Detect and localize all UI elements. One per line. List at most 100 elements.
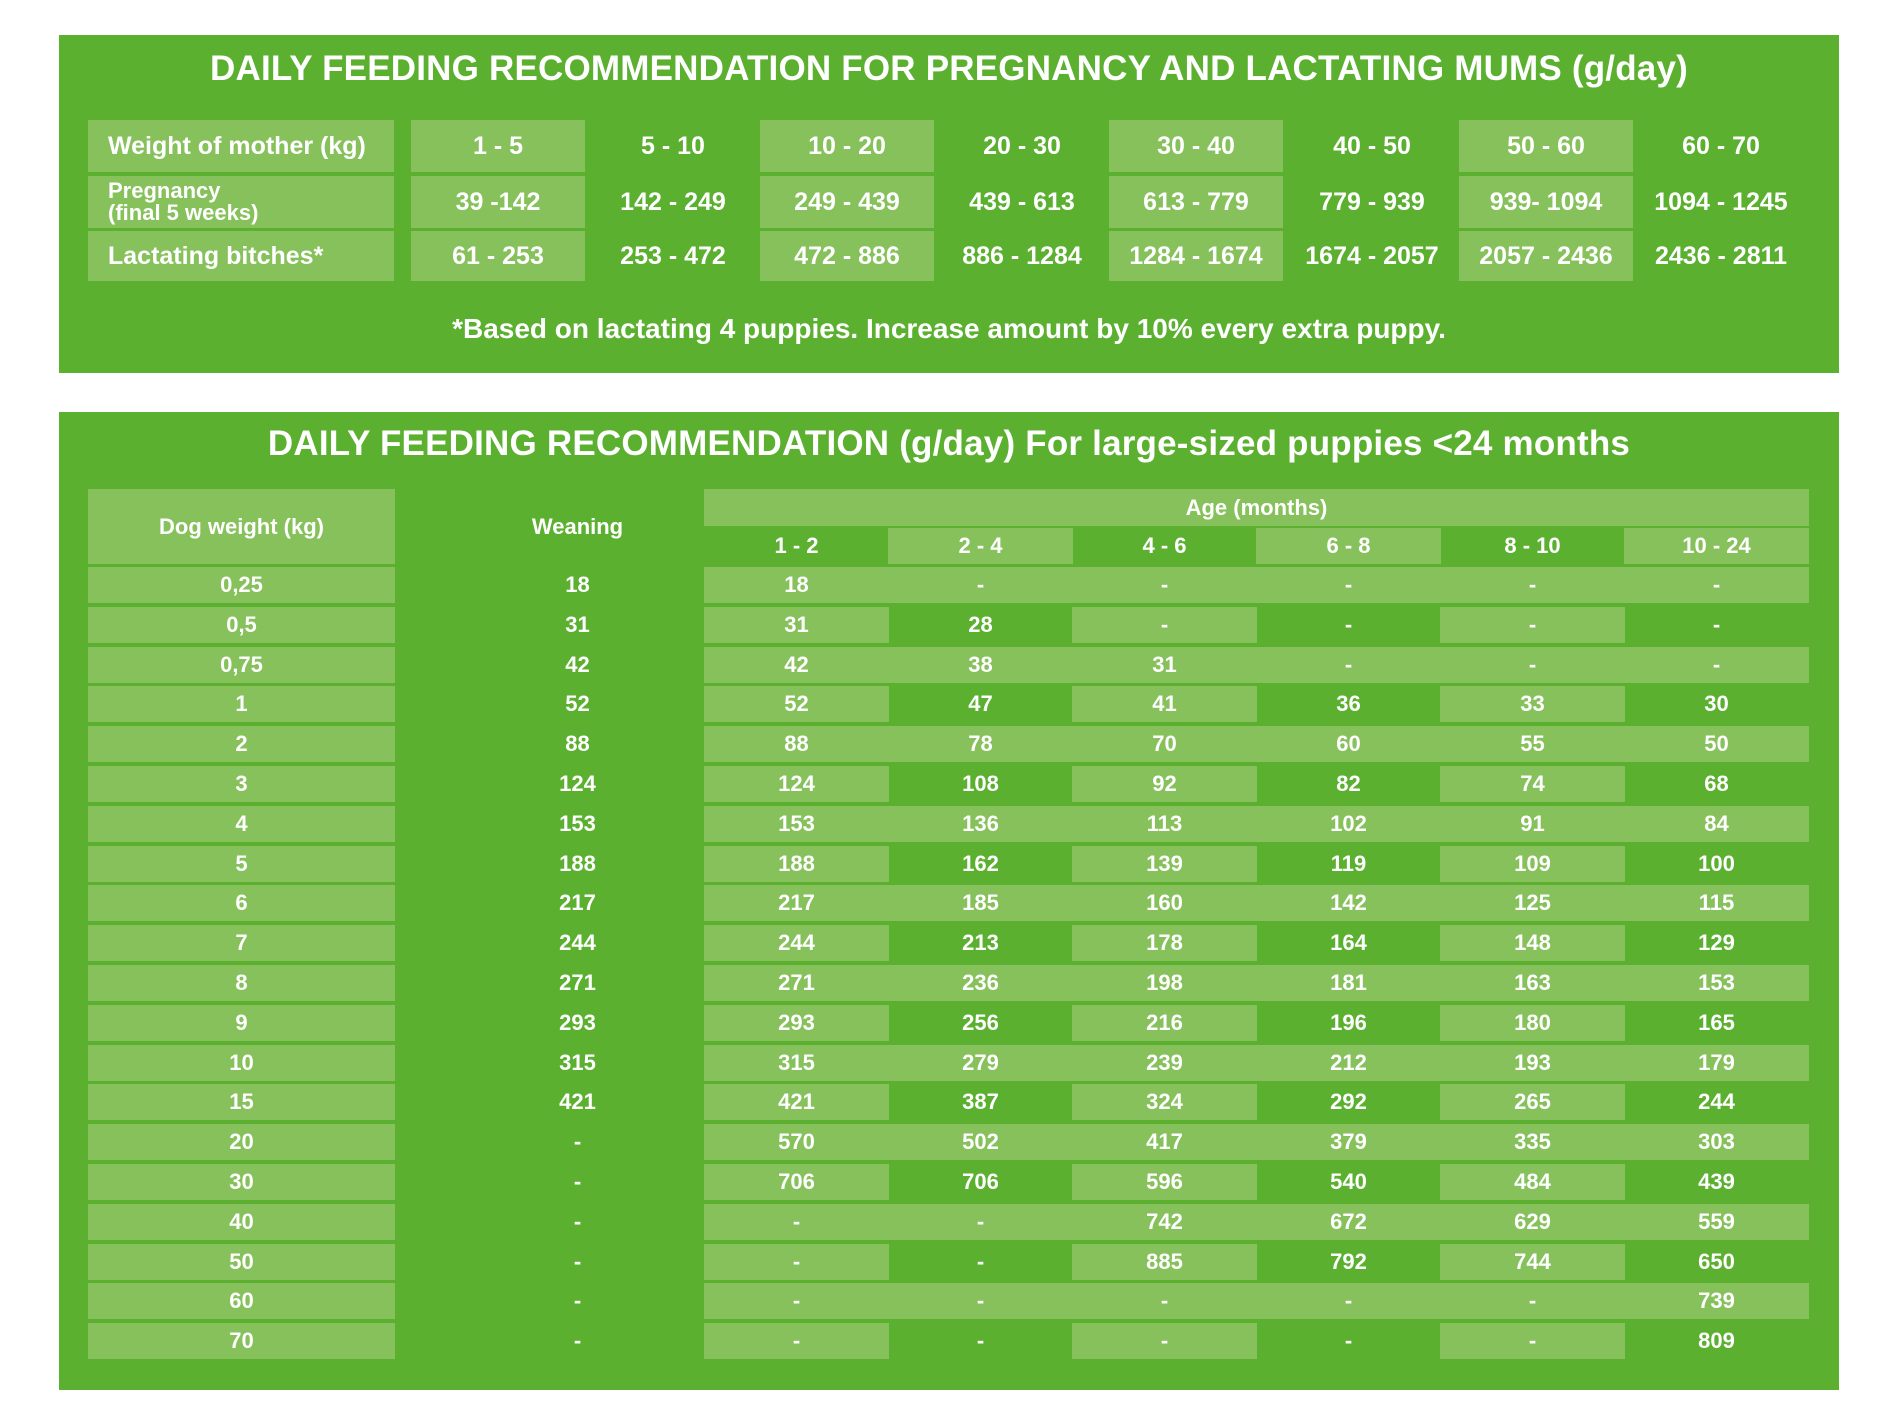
- header-age-range: 6 - 8: [1256, 528, 1441, 564]
- lactating-amount-cell: 253 - 472: [620, 241, 726, 270]
- age-amount-cell: 30: [1704, 691, 1729, 716]
- age-amount-cell: -: [1440, 607, 1625, 643]
- pregnancy-amount-cell: 779 - 939: [1319, 187, 1425, 216]
- weight-range-cell: 1 - 5: [411, 120, 585, 172]
- age-amount-cell: -: [1344, 1328, 1353, 1353]
- lactating-amount-cell: 61 - 253: [411, 231, 585, 281]
- dog-weight-cell: 0,5: [88, 607, 395, 643]
- age-amount-cell: 244: [704, 925, 889, 961]
- puppies-feeding-panel: DAILY FEEDING RECOMMENDATION (g/day) For…: [59, 412, 1839, 1390]
- age-amount-cell: 102: [1256, 806, 1441, 842]
- dog-weight-cell: 20: [88, 1124, 395, 1160]
- age-amount-cell: -: [704, 1283, 889, 1319]
- age-amount-cell: -: [1072, 607, 1257, 643]
- age-amount-cell: 91: [1440, 806, 1625, 842]
- weaning-cell: 31: [565, 612, 590, 637]
- header-age-range: 10 - 24: [1624, 528, 1809, 564]
- puppies-table-title: DAILY FEEDING RECOMMENDATION (g/day) For…: [267, 424, 1631, 463]
- age-amount-cell: 629: [1440, 1204, 1625, 1240]
- weaning-cell: 42: [565, 652, 590, 677]
- age-amount-cell: -: [888, 1283, 1073, 1319]
- age-amount-cell: -: [704, 1204, 889, 1240]
- age-amount-cell: -: [1344, 612, 1353, 637]
- age-amount-cell: 88: [704, 726, 889, 762]
- dog-weight-cell: 0,75: [88, 647, 395, 683]
- age-amount-cell: -: [1072, 1283, 1257, 1319]
- age-amount-cell: 38: [888, 647, 1073, 683]
- age-amount-cell: 188: [704, 846, 889, 882]
- age-amount-cell: 417: [1072, 1124, 1257, 1160]
- age-amount-cell: 387: [962, 1089, 999, 1114]
- pregnancy-amount-cell: 613 - 779: [1109, 176, 1283, 228]
- weaning-cell: 18: [565, 572, 590, 597]
- dog-weight-cell: 40: [88, 1204, 395, 1240]
- age-amount-cell: -: [888, 567, 1073, 603]
- age-amount-cell: 92: [1072, 766, 1257, 802]
- age-amount-cell: 315: [704, 1045, 889, 1081]
- pregnancy-amount-cell: 1094 - 1245: [1654, 187, 1788, 216]
- age-amount-cell: 540: [1330, 1169, 1367, 1194]
- weight-range-cell: 40 - 50: [1333, 131, 1411, 160]
- header-age-range: 4 - 6: [1142, 533, 1187, 558]
- age-amount-cell: 160: [1072, 885, 1257, 921]
- age-amount-cell: -: [1256, 567, 1441, 603]
- age-amount-cell: 792: [1330, 1249, 1367, 1274]
- weaning-cell: -: [573, 1129, 582, 1154]
- age-amount-cell: -: [1072, 1323, 1257, 1359]
- age-amount-cell: 271: [704, 965, 889, 1001]
- header-age-months: Age (months): [704, 489, 1809, 526]
- row-label-pregnancy: Pregnancy (final 5 weeks): [88, 176, 394, 228]
- weaning-cell: 315: [559, 1050, 596, 1075]
- age-amount-cell: -: [1256, 1283, 1441, 1319]
- weight-range-cell: 50 - 60: [1459, 120, 1633, 172]
- age-amount-cell: 165: [1698, 1010, 1735, 1035]
- age-amount-cell: 178: [1072, 925, 1257, 961]
- age-amount-cell: 33: [1440, 686, 1625, 722]
- age-amount-cell: -: [976, 1249, 985, 1274]
- weaning-cell: 88: [565, 731, 590, 756]
- age-amount-cell: 502: [888, 1124, 1073, 1160]
- age-amount-cell: -: [1072, 567, 1257, 603]
- age-amount-cell: 162: [962, 851, 999, 876]
- age-amount-cell: 742: [1072, 1204, 1257, 1240]
- weaning-cell: -: [573, 1169, 582, 1194]
- age-amount-cell: 198: [1072, 965, 1257, 1001]
- weaning-cell: 217: [559, 890, 596, 915]
- lactating-amount-cell: 472 - 886: [760, 231, 934, 281]
- age-amount-cell: 129: [1698, 930, 1735, 955]
- age-amount-cell: -: [976, 1328, 985, 1353]
- age-amount-cell: 256: [962, 1010, 999, 1035]
- age-amount-cell: 148: [1440, 925, 1625, 961]
- weaning-cell: -: [573, 1328, 582, 1353]
- age-amount-cell: 108: [962, 771, 999, 796]
- age-amount-cell: 153: [1624, 965, 1809, 1001]
- dog-weight-cell: 8: [88, 965, 395, 1001]
- dog-weight-cell: 7: [88, 925, 395, 961]
- age-amount-cell: 213: [962, 930, 999, 955]
- age-amount-cell: 335: [1440, 1124, 1625, 1160]
- age-amount-cell: -: [1624, 567, 1809, 603]
- weight-range-cell: 30 - 40: [1109, 120, 1283, 172]
- lactation-footnote: *Based on lactating 4 puppies. Increase …: [452, 313, 1446, 344]
- weaning-cell: 124: [559, 771, 596, 796]
- age-amount-cell: -: [1440, 1323, 1625, 1359]
- age-amount-cell: 379: [1256, 1124, 1441, 1160]
- dog-weight-cell: 4: [88, 806, 395, 842]
- age-amount-cell: 236: [888, 965, 1073, 1001]
- age-amount-cell: 439: [1698, 1169, 1735, 1194]
- pregnancy-amount-cell: 39 -142: [411, 176, 585, 228]
- age-amount-cell: 78: [888, 726, 1073, 762]
- header-age-range: 8 - 10: [1504, 533, 1561, 558]
- age-amount-cell: 28: [968, 612, 993, 637]
- weight-range-cell: 60 - 70: [1682, 131, 1760, 160]
- age-amount-cell: 84: [1624, 806, 1809, 842]
- dog-weight-cell: 5: [88, 846, 395, 882]
- pregnancy-amount-cell: 142 - 249: [620, 187, 726, 216]
- age-amount-cell: 185: [888, 885, 1073, 921]
- row-label-pregnancy-line: (final 5 weeks): [108, 200, 259, 225]
- mothers-feeding-panel: DAILY FEEDING RECOMMENDATION FOR PREGNAN…: [59, 35, 1839, 373]
- weight-range-cell: 20 - 30: [983, 131, 1061, 160]
- dog-weight-cell: 10: [88, 1045, 395, 1081]
- dog-weight-cell: 3: [88, 766, 395, 802]
- dog-weight-cell: 15: [88, 1084, 395, 1120]
